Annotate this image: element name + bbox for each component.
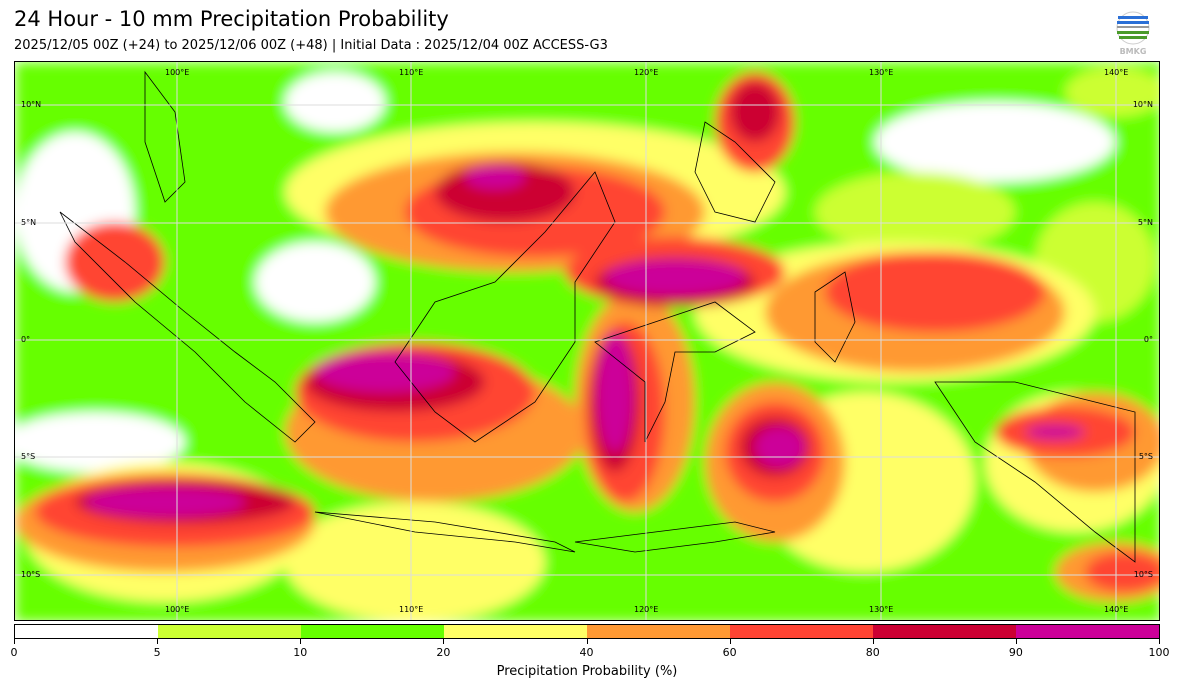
coastlines xyxy=(59,70,1136,563)
bmkg-logo: BMKG xyxy=(1114,11,1152,57)
colorbar-segment xyxy=(1016,625,1159,638)
chart-subtitle: 2025/12/05 00Z (+24) to 2025/12/06 00Z (… xyxy=(14,38,608,53)
lon-label-bottom: 110°E xyxy=(399,605,424,614)
colorbar-segment xyxy=(730,625,873,638)
lat-label-left: 5°S xyxy=(21,452,36,461)
colorbar-tick xyxy=(586,639,588,644)
colorbar-segment xyxy=(873,625,1016,638)
lat-label-right: 0° xyxy=(1143,335,1153,344)
lat-label-right: 10°S xyxy=(1133,570,1153,579)
lon-label-top: 140°E xyxy=(1104,68,1129,77)
colorbar-tick xyxy=(443,639,445,644)
lat-label-right: 5°N xyxy=(1137,218,1153,227)
colorbar-segment xyxy=(301,625,444,638)
colorbar xyxy=(14,624,1160,639)
lon-label-bottom: 100°E xyxy=(165,605,190,614)
colorbar-tick xyxy=(1159,639,1160,644)
colorbar-tick-label: 100 xyxy=(1148,646,1170,659)
colorbar-tick-label: 80 xyxy=(865,646,880,659)
lat-label-left: 5°N xyxy=(21,218,37,227)
colorbar-tick xyxy=(729,639,731,644)
lon-label-bottom: 130°E xyxy=(869,605,894,614)
colorbar-segment xyxy=(15,625,158,638)
lat-label-right: 10°N xyxy=(1132,100,1153,109)
colorbar-tick-label: 0 xyxy=(10,646,18,659)
lon-label-top: 100°E xyxy=(165,68,190,77)
colorbar-segment xyxy=(444,625,587,638)
svg-text:BMKG: BMKG xyxy=(1120,47,1147,56)
colorbar-tick xyxy=(157,639,159,644)
colorbar-tick-label: 5 xyxy=(153,646,161,659)
probability-field xyxy=(15,62,1159,620)
chart-title: 24 Hour - 10 mm Precipitation Probabilit… xyxy=(14,7,449,31)
colorbar-segment xyxy=(587,625,730,638)
lat-label-left: 10°S xyxy=(21,570,41,579)
colorbar-tick-label: 10 xyxy=(293,646,308,659)
colorbar-tick xyxy=(14,639,15,644)
colorbar-tick xyxy=(872,639,874,644)
colorbar-tick-label: 40 xyxy=(579,646,594,659)
colorbar-tick xyxy=(1015,639,1017,644)
colorbar-segment xyxy=(158,625,301,638)
precipitation-map: 100°E 110°E 120°E 130°E 140°E 100°E 110°… xyxy=(14,61,1160,621)
lon-label-top: 130°E xyxy=(869,68,894,77)
lat-label-right: 5°S xyxy=(1138,452,1153,461)
lon-label-top: 120°E xyxy=(634,68,659,77)
colorbar-tick-label: 90 xyxy=(1008,646,1023,659)
colorbar-tick xyxy=(300,639,302,644)
lat-label-left: 0° xyxy=(21,335,31,344)
colorbar-label: Precipitation Probability (%) xyxy=(496,664,678,679)
lon-label-bottom: 120°E xyxy=(634,605,659,614)
colorbar-tick-label: 60 xyxy=(722,646,737,659)
colorbar-tick-label: 20 xyxy=(436,646,451,659)
lon-label-top: 110°E xyxy=(399,68,424,77)
graticule xyxy=(15,62,1159,620)
lat-label-left: 10°N xyxy=(21,100,42,109)
lon-label-bottom: 140°E xyxy=(1104,605,1129,614)
